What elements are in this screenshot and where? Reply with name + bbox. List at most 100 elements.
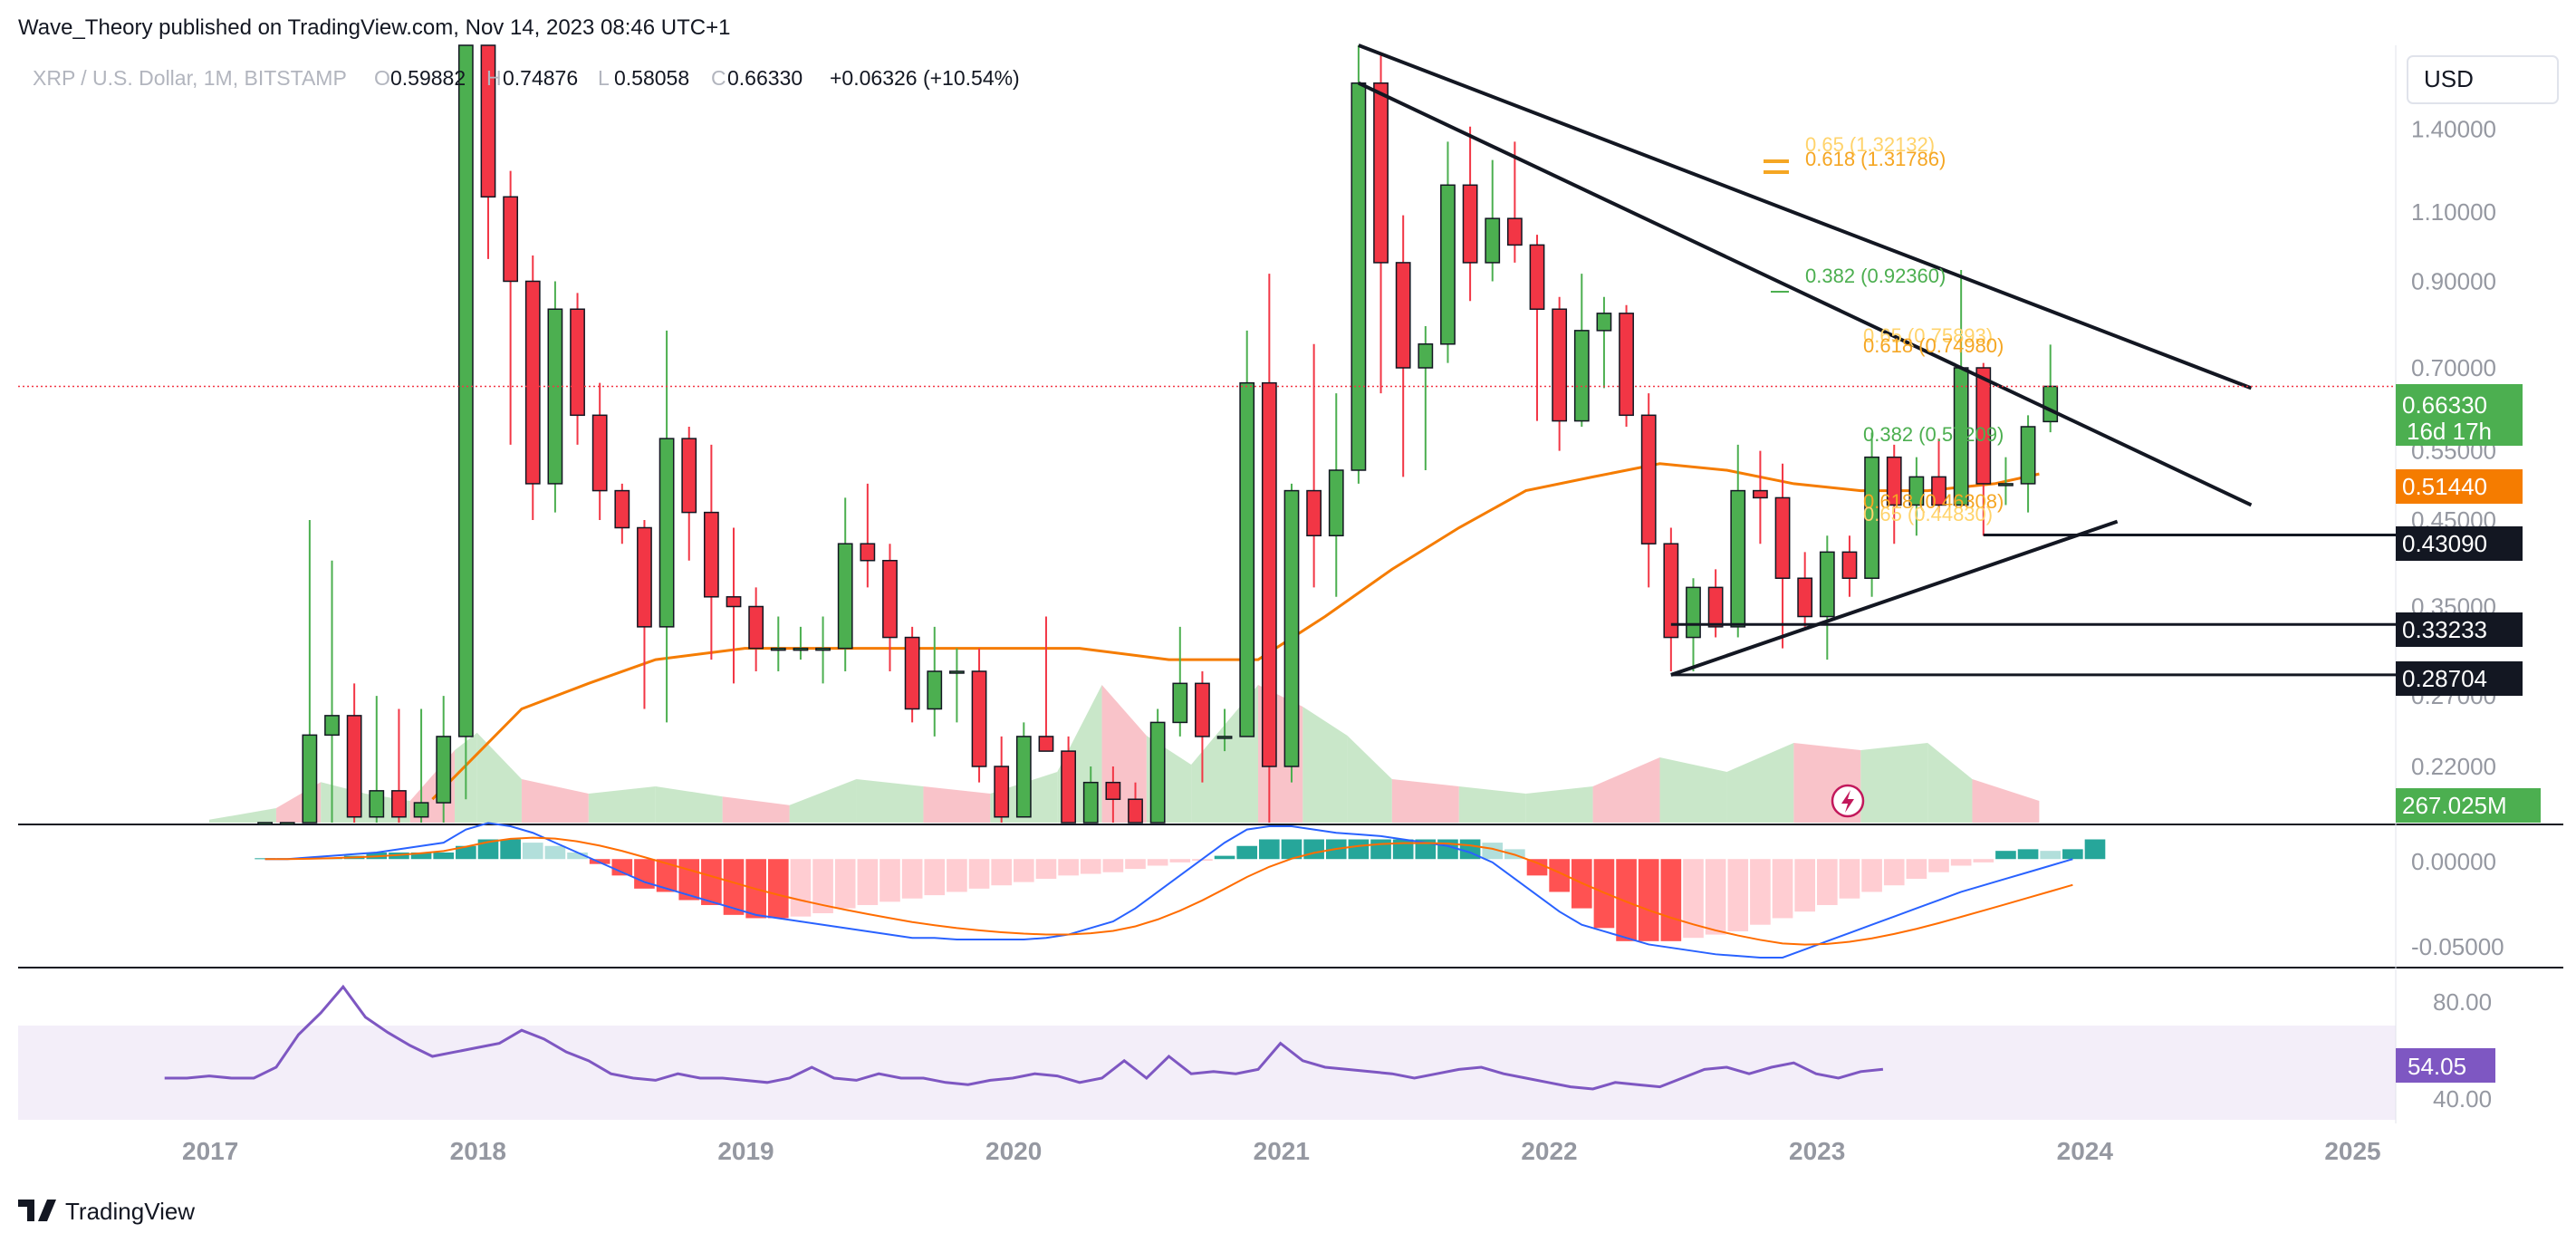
candle-body [1864,456,1879,579]
support-value: 0.28704 [2402,665,2487,692]
fib-annotations: 0.65 (1.32132) 0.618 (1.31786) 0.382 (0.… [1805,133,2004,525]
volume-area [209,808,276,823]
candle-body [1819,551,1835,618]
lightning-icon[interactable] [1831,784,1865,818]
macd-line [264,822,2073,959]
macd-histogram-bar [1214,855,1235,860]
rsi-line [164,984,1884,1091]
low-label: L [598,66,610,90]
candle-body [1195,682,1210,737]
candle-body [1261,381,1277,767]
symbol-header: XRP / U.S. Dollar, 1M, BITSTAMP O 0.5988… [33,66,1020,90]
tradingview-logo: TradingView [18,1198,195,1225]
candle-body [1573,330,1590,422]
macd-histogram-bar [1616,859,1637,941]
fib-markers [1764,159,1789,293]
macd-histogram-bar [1169,859,1191,862]
candle-body [815,647,831,651]
trendline [1358,81,2253,507]
volume-area [1391,779,1459,823]
macd-histogram-bar [1370,839,1391,860]
macd-tick: -0.05000 [2411,933,2504,960]
time-axis-label: 2024 [2057,1137,2114,1165]
macd-histogram-bar [634,859,655,889]
candle-body [346,715,362,818]
macd-histogram-bar [1348,839,1370,860]
macd-histogram-bar [522,843,543,860]
fib-label: 0.618 (0.46308) [1863,490,2004,513]
candle-body [1418,343,1434,369]
macd-histogram-bar [1281,839,1302,860]
volume-area [1659,757,1727,823]
volume-area [789,779,857,823]
volume-area [1458,786,1526,823]
candle-body [591,414,608,492]
macd-histogram-bar [1750,859,1771,925]
candle-body [2020,426,2036,485]
candle-body [837,543,853,650]
macd-tick: 0.00000 [2411,848,2496,875]
candle-body [413,802,429,818]
rsi-layer [164,984,1884,1091]
candle-body [1149,721,1166,824]
macd-histogram-bar [1817,859,1838,905]
candle-body [1506,217,1523,246]
macd-signal-line [264,836,2073,946]
candle-body [1239,381,1255,737]
candle-body [1172,682,1188,724]
candle-body [860,543,876,562]
macd-histogram-bar [678,859,700,901]
candle-body [1038,736,1054,752]
volume-area [655,786,723,823]
macd-histogram-bar [1035,859,1057,879]
macd-histogram-bar [1928,859,1949,872]
publisher-line: Wave_Theory published on TradingView.com… [18,15,730,40]
macd-histogram-bar [500,839,521,860]
rsi-tick: 80.00 [2433,988,2492,1016]
macd-layer [255,822,2106,959]
macd-histogram-bar [1727,859,1749,931]
macd-histogram-bar [477,839,499,860]
candle-body [1306,489,1322,536]
candle-body [1552,308,1568,422]
candle-body [681,438,697,514]
candle-body [1485,217,1501,264]
candle-body [1686,586,1701,639]
ma-tag [2396,469,2523,504]
macd-histogram-bar [879,859,900,902]
candle-body [658,438,675,628]
fib-label: 0.382 (0.92360) [1805,265,1946,287]
candle-body [1998,483,2014,487]
candle-body [1440,184,1456,345]
macd-histogram-bar [1303,839,1324,860]
currency-button[interactable]: USD [2407,55,2559,104]
time-axis: 2017201820192020202120222023202420252026 [182,1137,2381,1165]
macd-histogram-bar [2084,839,2106,860]
time-axis-label: 2025 [2324,1137,2380,1165]
last-price-tag [2396,384,2523,446]
macd-histogram-bar [1080,859,1101,874]
macd-histogram-bar [723,859,745,915]
macd-histogram-bar [1014,859,1034,882]
tradingview-logo-icon [18,1200,56,1221]
volume-area [722,796,790,823]
candle-body [927,670,943,710]
macd-histogram-bar [611,859,633,876]
macd-histogram-bar [656,859,678,892]
candle-layer [257,44,2059,825]
candle-body [257,822,273,825]
ma-value: 0.51440 [2402,473,2487,500]
open-label: O [374,66,390,90]
rsi-tag [2396,1048,2495,1083]
fib-label: 0.618 (1.31786) [1805,148,1946,170]
candle-body [614,489,630,529]
candle-body [457,44,474,737]
macd-histogram-bar [991,859,1012,886]
currency-label: USD [2424,65,2474,92]
volume-area [521,779,589,823]
support-tag [2396,661,2523,696]
candle-body [1015,736,1032,818]
candle-body [1908,476,1925,506]
macd-histogram-bar [790,859,812,917]
